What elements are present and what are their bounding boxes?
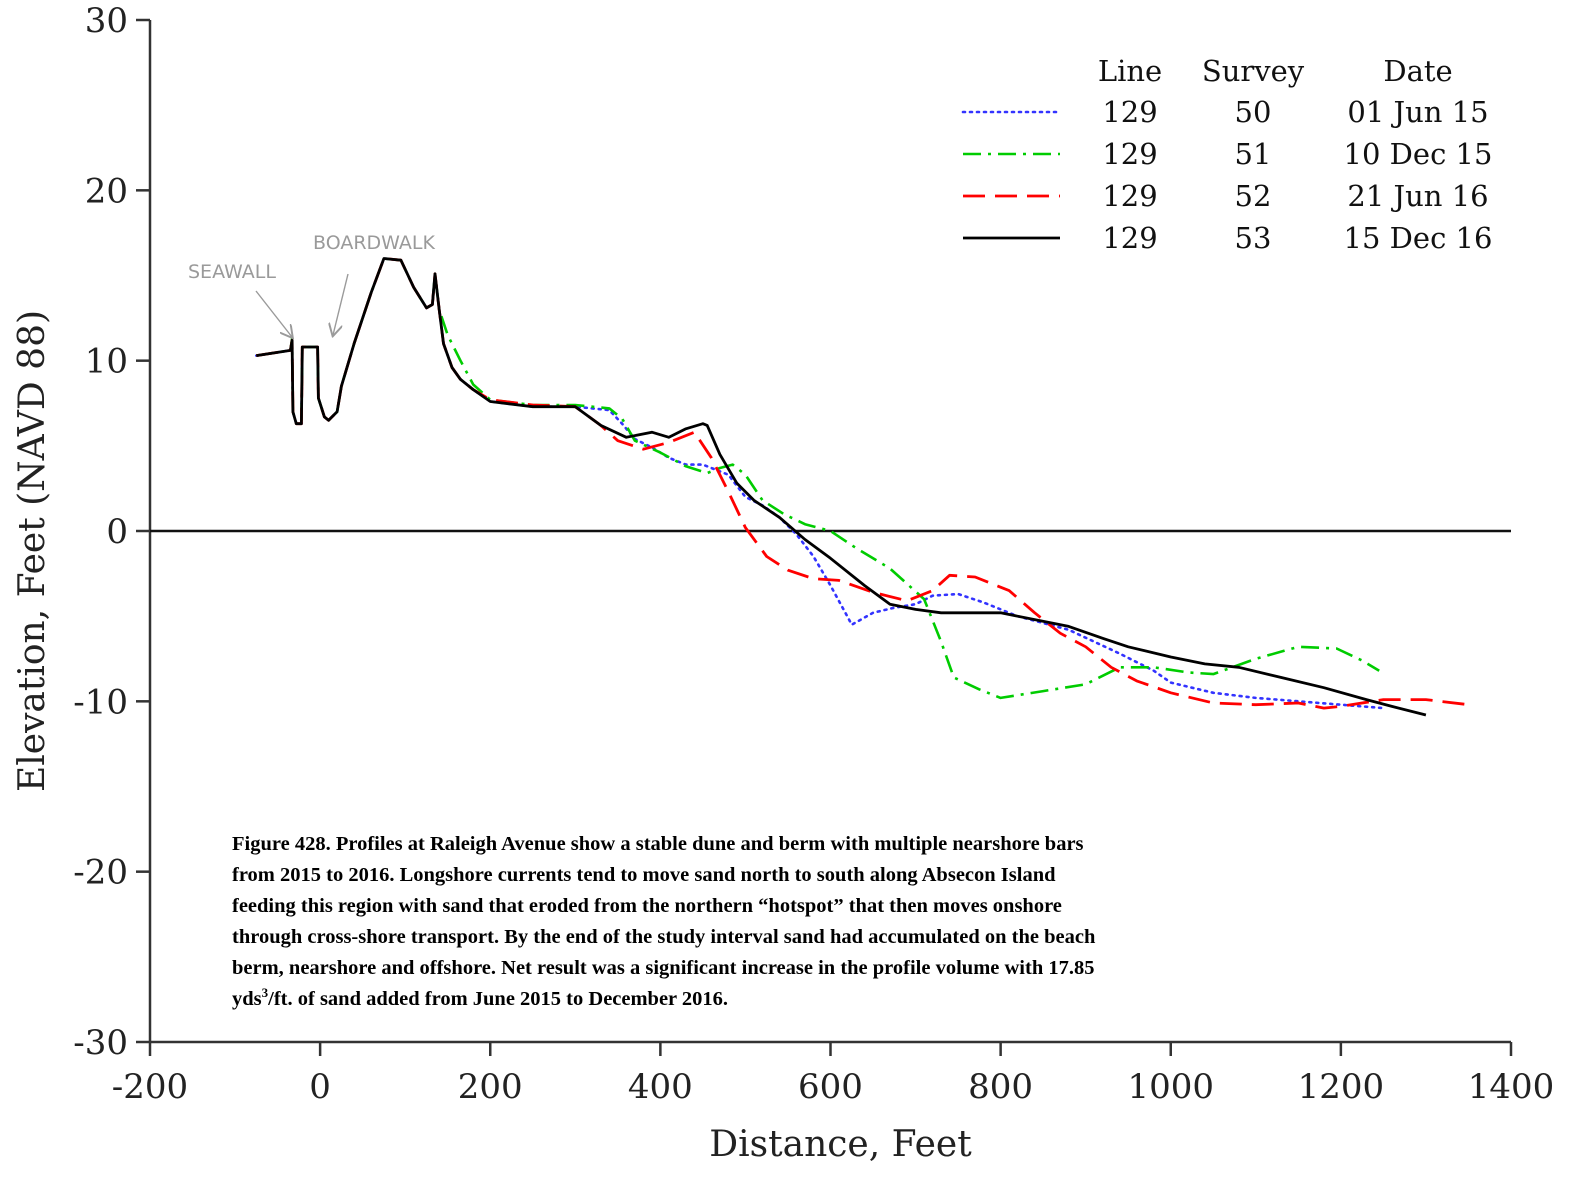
caption-text: yds bbox=[232, 988, 262, 1010]
legend-survey-value: 53 bbox=[1235, 221, 1272, 255]
legend-header-survey: Survey bbox=[1202, 54, 1305, 88]
legend-date-value: 15 Dec 16 bbox=[1344, 221, 1493, 255]
legend-line-value: 129 bbox=[1102, 137, 1157, 171]
x-tick-label: 1400 bbox=[1468, 1067, 1555, 1107]
legend: Line Survey Date 129 50 01 Jun 15 129 51 10 Dec … bbox=[961, 54, 1493, 255]
x-tick-label: -200 bbox=[112, 1067, 188, 1107]
x-tick-label: 600 bbox=[798, 1067, 863, 1107]
legend-date-value: 10 Dec 15 bbox=[1344, 137, 1493, 171]
caption-line: from 2015 to 2016. Longshore currents te… bbox=[232, 864, 1056, 886]
caption-text: /ft. of sand added from June 2015 to Dec… bbox=[268, 988, 729, 1010]
legend-line-value: 129 bbox=[1102, 221, 1157, 255]
x-tick-label: 400 bbox=[628, 1067, 693, 1107]
x-tick-label: 1200 bbox=[1298, 1067, 1385, 1107]
figure-caption: Figure 428. Profiles at Raleigh Avenue s… bbox=[232, 829, 1352, 1015]
y-tick-label: 30 bbox=[85, 1, 128, 41]
annotation-label: BOARDWALK bbox=[313, 232, 435, 254]
annotation-arrow bbox=[255, 290, 292, 337]
legend-survey-value: 52 bbox=[1235, 179, 1272, 213]
x-axis-title: Distance, Feet bbox=[709, 1124, 972, 1165]
caption-line: berm, nearshore and offshore. Net result… bbox=[232, 957, 1095, 979]
x-tick-label: 1000 bbox=[1127, 1067, 1214, 1107]
y-tick-label: 0 bbox=[106, 512, 128, 552]
y-tick-label: -10 bbox=[73, 682, 128, 722]
y-tick-label: -20 bbox=[73, 853, 128, 893]
legend-survey-value: 50 bbox=[1235, 95, 1272, 129]
caption-line: yds3/ft. of sand added from June 2015 to… bbox=[232, 984, 1352, 1015]
x-tick-label: 200 bbox=[458, 1067, 523, 1107]
x-tick-label: 800 bbox=[968, 1067, 1033, 1107]
series-line-52 bbox=[256, 257, 1469, 710]
legend-header-date: Date bbox=[1383, 54, 1452, 88]
annotation-label: SEAWALL bbox=[188, 261, 276, 283]
legend-line-value: 129 bbox=[1102, 95, 1157, 129]
legend-date-value: 01 Jun 15 bbox=[1347, 95, 1488, 129]
y-tick-label: 10 bbox=[85, 342, 128, 382]
legend-date-value: 21 Jun 16 bbox=[1347, 179, 1488, 213]
y-axis-title: Elevation, Feet (NAVD 88) bbox=[12, 310, 53, 792]
annotations: SEAWALL BOARDWALK bbox=[188, 232, 435, 337]
annotation-arrow bbox=[333, 273, 349, 335]
legend-header-line: Line bbox=[1098, 54, 1162, 88]
legend-survey-value: 51 bbox=[1235, 137, 1272, 171]
y-tick-label: 20 bbox=[85, 171, 128, 211]
legend-line-value: 129 bbox=[1102, 179, 1157, 213]
caption-line: feeding this region with sand that erode… bbox=[232, 895, 1062, 917]
series-line-53 bbox=[256, 257, 1427, 717]
caption-line: through cross-shore transport. By the en… bbox=[232, 926, 1096, 948]
series-line-50 bbox=[255, 257, 1385, 710]
y-tick-label: -30 bbox=[73, 1023, 128, 1063]
series-lines bbox=[255, 257, 1469, 717]
caption-line: Figure 428. Profiles at Raleigh Avenue s… bbox=[232, 833, 1084, 855]
series-line-51 bbox=[256, 257, 1380, 700]
axes: -30 -20 -10 0 10 20 30 -200 0 200 400 600 800 1000 120… bbox=[12, 1, 1554, 1165]
x-tick-label: 0 bbox=[309, 1067, 331, 1107]
caption-superscript: 3 bbox=[261, 985, 269, 1001]
